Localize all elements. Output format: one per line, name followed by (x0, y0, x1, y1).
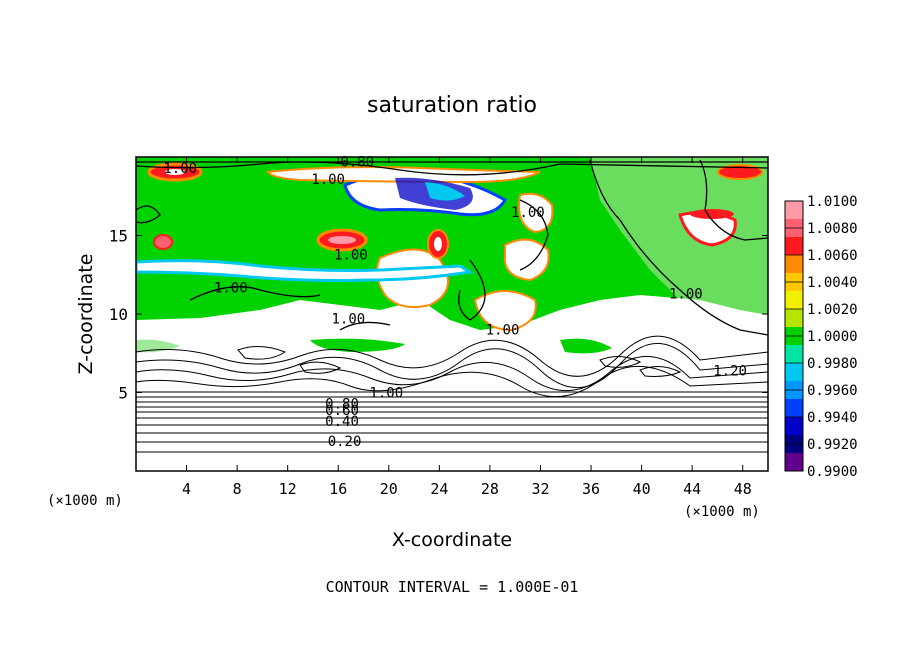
contour-label: 1.00 (669, 287, 703, 303)
contour-label: 0.60 (325, 403, 359, 419)
colorbar-swatch (785, 399, 803, 418)
contour-lines-lower (136, 391, 768, 453)
colorbar-swatch (785, 237, 803, 256)
colorbar-label: 1.0000 (807, 329, 858, 345)
colorbar-swatch (785, 345, 803, 364)
x-tick-label: 48 (734, 480, 752, 498)
colorbar-label: 1.0020 (807, 302, 858, 318)
contour-label: 0.80 (340, 155, 374, 171)
red-patch-4-core (434, 237, 442, 251)
colorbar-label: 1.0100 (807, 194, 858, 210)
dry-pocket-cyan (425, 182, 465, 201)
y-axis: 5 10 15 (109, 227, 768, 403)
colorbar-swatch (785, 309, 803, 328)
low-green-patch-2 (560, 338, 612, 354)
contour-label: 1.20 (713, 364, 747, 380)
red-patch-1-core (165, 169, 185, 175)
colorbar-label: 1.0040 (807, 275, 858, 291)
contour-label: 1.00 (369, 386, 403, 402)
contour-label: 1.00 (214, 280, 248, 296)
light-green-region (590, 157, 768, 330)
colorbar-swatch (785, 417, 803, 436)
x-unit-left: (×1000 m) (47, 493, 123, 509)
contour-label: 1.00 (511, 205, 545, 221)
low-green-patch (310, 338, 405, 352)
x-tick-label: 28 (481, 480, 499, 498)
red-patch-3-core (328, 236, 356, 244)
x-tick-label: 20 (380, 480, 398, 498)
colorbar-label: 0.9900 (807, 464, 858, 480)
saturation-field (136, 157, 768, 471)
contour-labels: 1.00 0.801.001.001.001.00 1.001.001.001.20… (163, 155, 747, 450)
chart-title: saturation ratio (367, 93, 537, 118)
colorbar-swatch (785, 453, 803, 472)
colorbar-swatch (785, 291, 803, 310)
y-axis-title: Z-coordinate (75, 254, 97, 375)
contour-label: 0.20 (328, 434, 362, 450)
contour-interval-note: CONTOUR INTERVAL = 1.000E-01 (326, 578, 579, 596)
contour-label: 0.80 (325, 396, 359, 412)
colorbar-label: 0.9940 (807, 410, 858, 426)
contour-label: 1.00 (334, 247, 368, 263)
colorbar-swatch (785, 363, 803, 382)
x-tick-label: 36 (582, 480, 600, 498)
colorbar-label: 0.9960 (807, 383, 858, 399)
colorbar-label: 1.0060 (807, 248, 858, 264)
contour-label: 1.00 (486, 323, 520, 339)
contour-label: 1.00 (311, 172, 345, 188)
y-tick-label: 5 (118, 384, 128, 403)
cloud-layer-white (136, 295, 768, 360)
contour-label: 0.40 (325, 414, 359, 430)
red-patch-2 (153, 234, 173, 250)
x-tick-label: 8 (233, 480, 242, 498)
x-tick-label: 16 (329, 480, 347, 498)
y-tick-label: 15 (109, 227, 128, 246)
colorbar-swatch (785, 255, 803, 274)
y-tick-label: 10 (109, 305, 128, 324)
contour-label: 1.00 (331, 312, 365, 328)
x-tick-label: 40 (633, 480, 651, 498)
colorbar-label: 0.9920 (807, 437, 858, 453)
colorbar: 1.0100 1.0080 1.0060 1.0040 1.0020 1.0000 0.99… (784, 194, 858, 480)
blue-band (136, 259, 475, 282)
red-patch-5 (717, 164, 763, 180)
contour-lines-upper (136, 159, 768, 336)
mid-cloud-white-2 (504, 238, 550, 282)
contour-lines-mid (136, 335, 768, 398)
x-unit-right: (×1000 m) (684, 504, 760, 520)
colorbar-label: 1.0080 (807, 221, 858, 237)
mid-cloud-white-3 (473, 290, 537, 332)
x-tick-label: 44 (683, 480, 701, 498)
x-axis: 4 8 12 16 20 24 28 32 36 40 44 48 (182, 157, 752, 498)
x-tick-label: 12 (279, 480, 297, 498)
contour-label: 1.00 (163, 161, 197, 177)
colorbar-swatch (785, 201, 803, 220)
x-tick-label: 32 (531, 480, 549, 498)
x-tick-label: 24 (430, 480, 448, 498)
x-axis-title: X-coordinate (392, 529, 512, 551)
colorbar-label: 0.9980 (807, 356, 858, 372)
red-patch-6 (690, 209, 734, 219)
x-tick-label: 4 (182, 480, 191, 498)
